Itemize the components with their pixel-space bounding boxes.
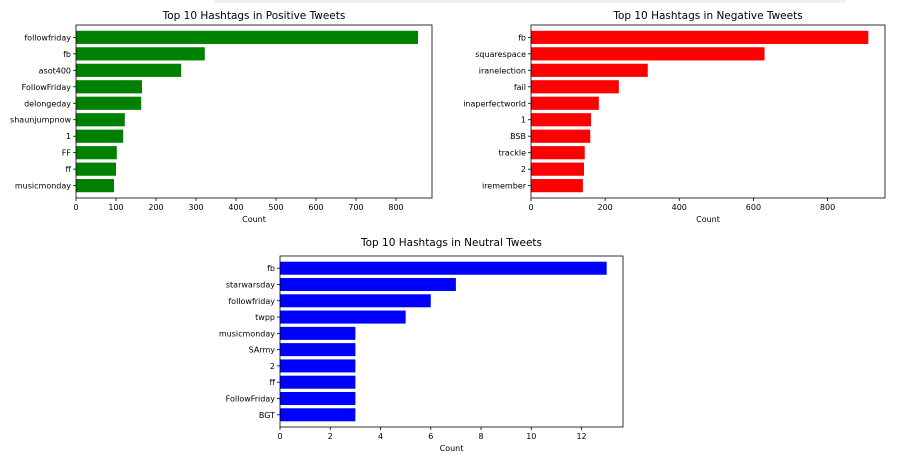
y-tick-label: fb — [267, 264, 275, 273]
bar-musicmonday — [76, 179, 114, 193]
bar-followfriday — [76, 30, 418, 44]
y-tick-label: 2 — [521, 165, 526, 174]
y-tick-label: asot400 — [39, 66, 71, 75]
x-axis-label: Count — [440, 444, 464, 453]
x-tick-label: 500 — [268, 203, 283, 212]
y-tick-label: iranelection — [479, 66, 526, 75]
x-tick-label: 6 — [428, 432, 433, 441]
plot-frame — [530, 24, 886, 199]
bar-fb — [76, 47, 205, 61]
bar-delongeday — [76, 96, 142, 110]
bar-1 — [531, 113, 592, 127]
y-tick-label: ff — [269, 378, 275, 387]
y-tick-label: 2 — [270, 362, 275, 371]
x-tick-label: 400 — [228, 203, 243, 212]
y-tick-label: fb — [518, 33, 526, 42]
chart-title: Top 10 Hashtags in Negative Tweets — [612, 10, 802, 22]
y-tick-label: FollowFriday — [22, 83, 72, 92]
bar-shaunjumpnow — [76, 113, 125, 127]
bar-BGT — [280, 408, 356, 422]
bar-asot400 — [76, 63, 182, 77]
y-tick-label: followfriday — [228, 297, 275, 306]
x-tick-label: 600 — [746, 203, 761, 212]
x-tick-label: 0 — [277, 432, 282, 441]
y-tick-label: SArmy — [249, 346, 276, 355]
y-tick-label: iremember — [482, 182, 527, 191]
x-tick-label: 800 — [388, 203, 403, 212]
x-tick-label: 0 — [73, 203, 78, 212]
y-tick-label: shaunjumpnow — [10, 116, 71, 125]
chart-title: Top 10 Hashtags in Neutral Tweets — [360, 237, 542, 249]
bar-iremember — [531, 179, 583, 193]
y-tick-label: musicmonday — [219, 329, 275, 338]
x-tick-label: 4 — [378, 432, 383, 441]
bar-musicmonday — [280, 326, 356, 340]
y-tick-label: trackle — [498, 149, 526, 158]
x-tick-label: 300 — [188, 203, 203, 212]
bar-trackle — [531, 146, 585, 160]
y-tick-label: twpp — [255, 313, 275, 322]
y-tick-label: starwarsday — [226, 281, 275, 290]
neutral-hashtags-chart: Top 10 Hashtags in Neutral Tweets fb starw… — [219, 237, 624, 453]
top-divider — [215, 0, 845, 3]
y-tick-label: FollowFriday — [226, 395, 276, 404]
x-tick-label: 8 — [478, 432, 483, 441]
y-tick-label: musicmonday — [15, 182, 71, 191]
bar-followfriday — [280, 294, 431, 308]
x-tick-label: 800 — [820, 203, 835, 212]
bar-BSB — [531, 129, 591, 143]
x-tick-label: 600 — [308, 203, 323, 212]
x-tick-label: 12 — [576, 432, 586, 441]
y-tick-label: BSB — [510, 132, 526, 141]
x-tick-label: 400 — [672, 203, 687, 212]
bar-2 — [280, 359, 356, 373]
plot-frame — [75, 24, 433, 199]
x-tick-label: 700 — [348, 203, 363, 212]
x-tick-label: 200 — [148, 203, 163, 212]
bar-FollowFriday — [280, 391, 356, 406]
bar-1 — [76, 129, 124, 143]
negative-hashtags-chart: Top 10 Hashtags in Negative Tweets fb squa… — [463, 10, 886, 224]
bar-starwarsday — [280, 277, 456, 292]
y-tick-label: 1 — [521, 116, 526, 125]
bar-twpp — [280, 310, 406, 324]
bar-iranelection — [531, 63, 648, 77]
positive-hashtags-chart: Top 10 Hashtags in Positive Tweets follow… — [10, 10, 433, 224]
x-axis-label: Count — [696, 215, 720, 224]
chart-title: Top 10 Hashtags in Positive Tweets — [162, 10, 346, 22]
x-tick-label: 0 — [528, 203, 533, 212]
y-tick-label: BGT — [259, 411, 275, 420]
y-tick-label: inaperfectworld — [463, 99, 526, 108]
bar-fail — [531, 80, 619, 94]
y-tick-label: delongeday — [24, 99, 71, 108]
bar-ff — [280, 375, 356, 389]
y-tick-label: fail — [514, 83, 526, 92]
bar-fb — [531, 30, 869, 44]
x-tick-label: 100 — [108, 203, 123, 212]
bar-2 — [531, 162, 585, 176]
y-tick-label: squarespace — [475, 50, 526, 59]
x-tick-label: 200 — [597, 203, 612, 212]
bar-inaperfectworld — [531, 96, 599, 110]
y-tick-label: FF — [62, 149, 72, 158]
bar-ff — [76, 162, 116, 176]
bar-SArmy — [280, 343, 356, 357]
y-tick-label: fb — [63, 50, 71, 59]
bar-fb — [280, 261, 607, 275]
bar-squarespace — [531, 47, 765, 61]
x-tick-label: 10 — [526, 432, 536, 441]
plot-frame — [279, 255, 624, 428]
bar-FF — [76, 146, 117, 160]
y-tick-label: followfriday — [24, 33, 71, 42]
x-tick-label: 2 — [328, 432, 333, 441]
bar-FollowFriday — [76, 80, 142, 94]
y-tick-label: ff — [65, 165, 71, 174]
x-axis-label: Count — [242, 215, 266, 224]
y-tick-label: 1 — [66, 132, 71, 141]
